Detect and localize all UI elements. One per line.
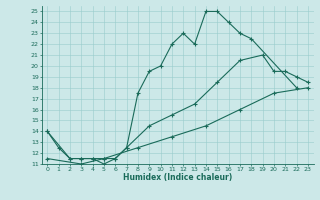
X-axis label: Humidex (Indice chaleur): Humidex (Indice chaleur) xyxy=(123,173,232,182)
